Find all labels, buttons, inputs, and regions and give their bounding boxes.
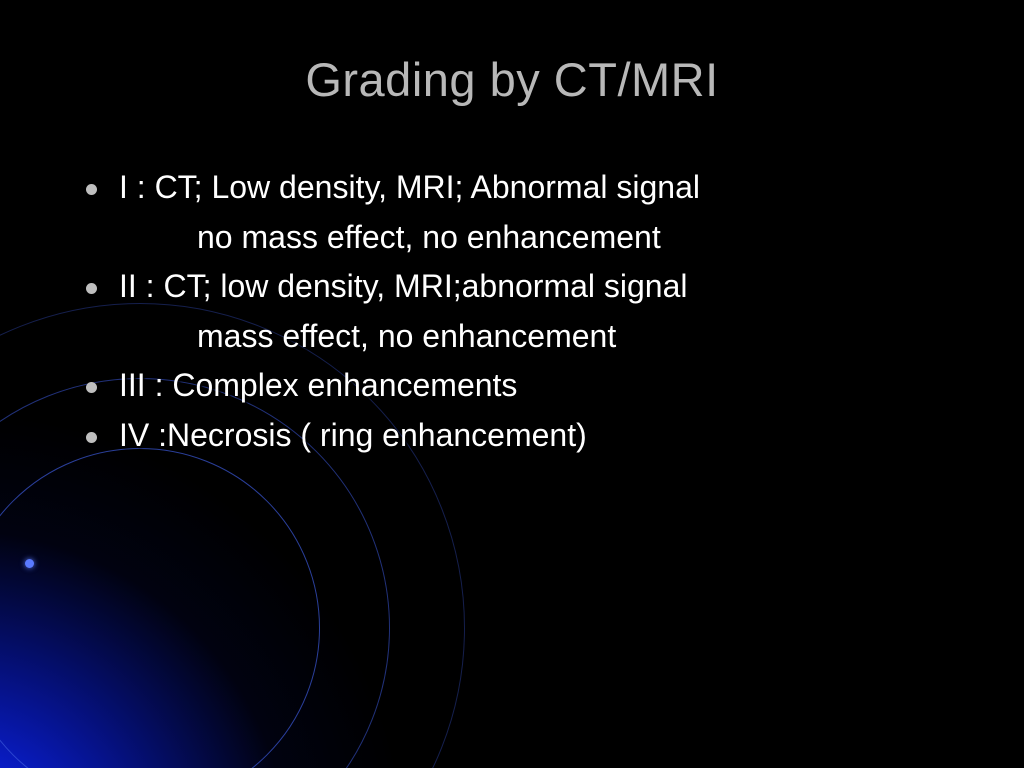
bullet-icon xyxy=(86,283,97,294)
list-item: III : Complex enhancements xyxy=(86,361,964,411)
line-text: II : CT; low density, MRI;abnormal signa… xyxy=(119,262,688,312)
line-text: no mass effect, no enhancement xyxy=(197,213,661,263)
list-item-continuation: no mass effect, no enhancement xyxy=(86,213,964,263)
line-text: I : CT; Low density, MRI; Abnormal signa… xyxy=(119,163,700,213)
slide-body: I : CT; Low density, MRI; Abnormal signa… xyxy=(60,163,964,461)
list-item: IV :Necrosis ( ring enhancement) xyxy=(86,411,964,461)
list-item-continuation: mass effect, no enhancement xyxy=(86,312,964,362)
line-text: III : Complex enhancements xyxy=(119,361,517,411)
slide: Grading by CT/MRI I : CT; Low density, M… xyxy=(0,0,1024,768)
bullet-icon xyxy=(86,432,97,443)
list-item: I : CT; Low density, MRI; Abnormal signa… xyxy=(86,163,964,213)
line-text: mass effect, no enhancement xyxy=(197,312,616,362)
line-text: IV :Necrosis ( ring enhancement) xyxy=(119,411,587,461)
bullet-icon xyxy=(86,382,97,393)
slide-title: Grading by CT/MRI xyxy=(60,52,964,107)
bullet-icon xyxy=(86,184,97,195)
list-item: II : CT; low density, MRI;abnormal signa… xyxy=(86,262,964,312)
